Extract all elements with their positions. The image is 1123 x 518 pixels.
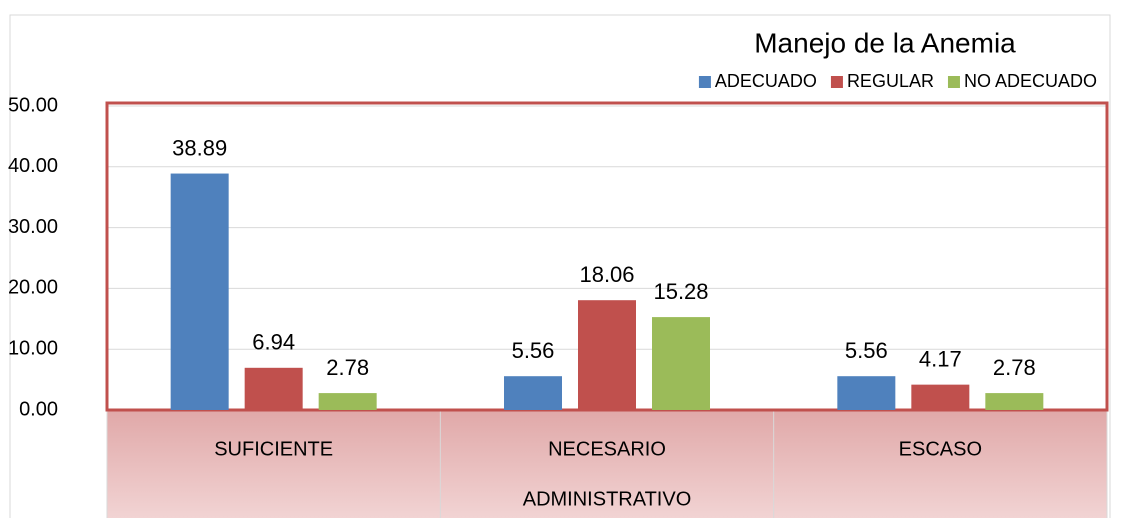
y-tick-label: 40.00 xyxy=(8,155,58,177)
y-tick-label: 0.00 xyxy=(19,398,58,420)
bar xyxy=(652,317,710,410)
chart-title: Manejo de la Anemia xyxy=(754,27,1016,58)
y-tick-label: 20.00 xyxy=(8,277,58,299)
legend-swatch xyxy=(830,76,843,88)
legend-swatch xyxy=(947,76,960,88)
data-label: 5.56 xyxy=(512,338,555,363)
bar xyxy=(318,393,377,410)
bar xyxy=(504,376,562,410)
bar xyxy=(170,173,229,410)
bar xyxy=(244,367,303,410)
y-tick-label: 30.00 xyxy=(8,216,58,238)
legend-label: NO ADECUADO xyxy=(964,71,1097,91)
x-axis-label: ADMINISTRATIVO xyxy=(523,488,692,510)
bar xyxy=(578,300,636,410)
x-tick-label: SUFICIENTE xyxy=(214,438,333,460)
data-label: 38.89 xyxy=(172,135,227,160)
legend-label: REGULAR xyxy=(847,71,934,91)
data-label: 2.78 xyxy=(993,355,1036,380)
bar xyxy=(985,393,1044,410)
data-label: 15.28 xyxy=(653,279,708,304)
data-label: 18.06 xyxy=(579,262,634,287)
legend-swatch xyxy=(698,76,711,88)
data-label: 6.94 xyxy=(252,330,295,355)
y-tick-label: 10.00 xyxy=(8,337,58,359)
data-label: 4.17 xyxy=(919,346,962,371)
y-tick-label: 50.00 xyxy=(8,94,58,116)
x-tick-label: NECESARIO xyxy=(548,438,666,460)
x-tick-label: ESCASO xyxy=(899,438,982,460)
legend-label: ADECUADO xyxy=(715,71,817,91)
bar xyxy=(911,384,970,410)
data-label: 5.56 xyxy=(845,338,888,363)
category-band xyxy=(106,409,1108,518)
data-label: 2.78 xyxy=(326,355,369,380)
bar xyxy=(837,376,896,410)
